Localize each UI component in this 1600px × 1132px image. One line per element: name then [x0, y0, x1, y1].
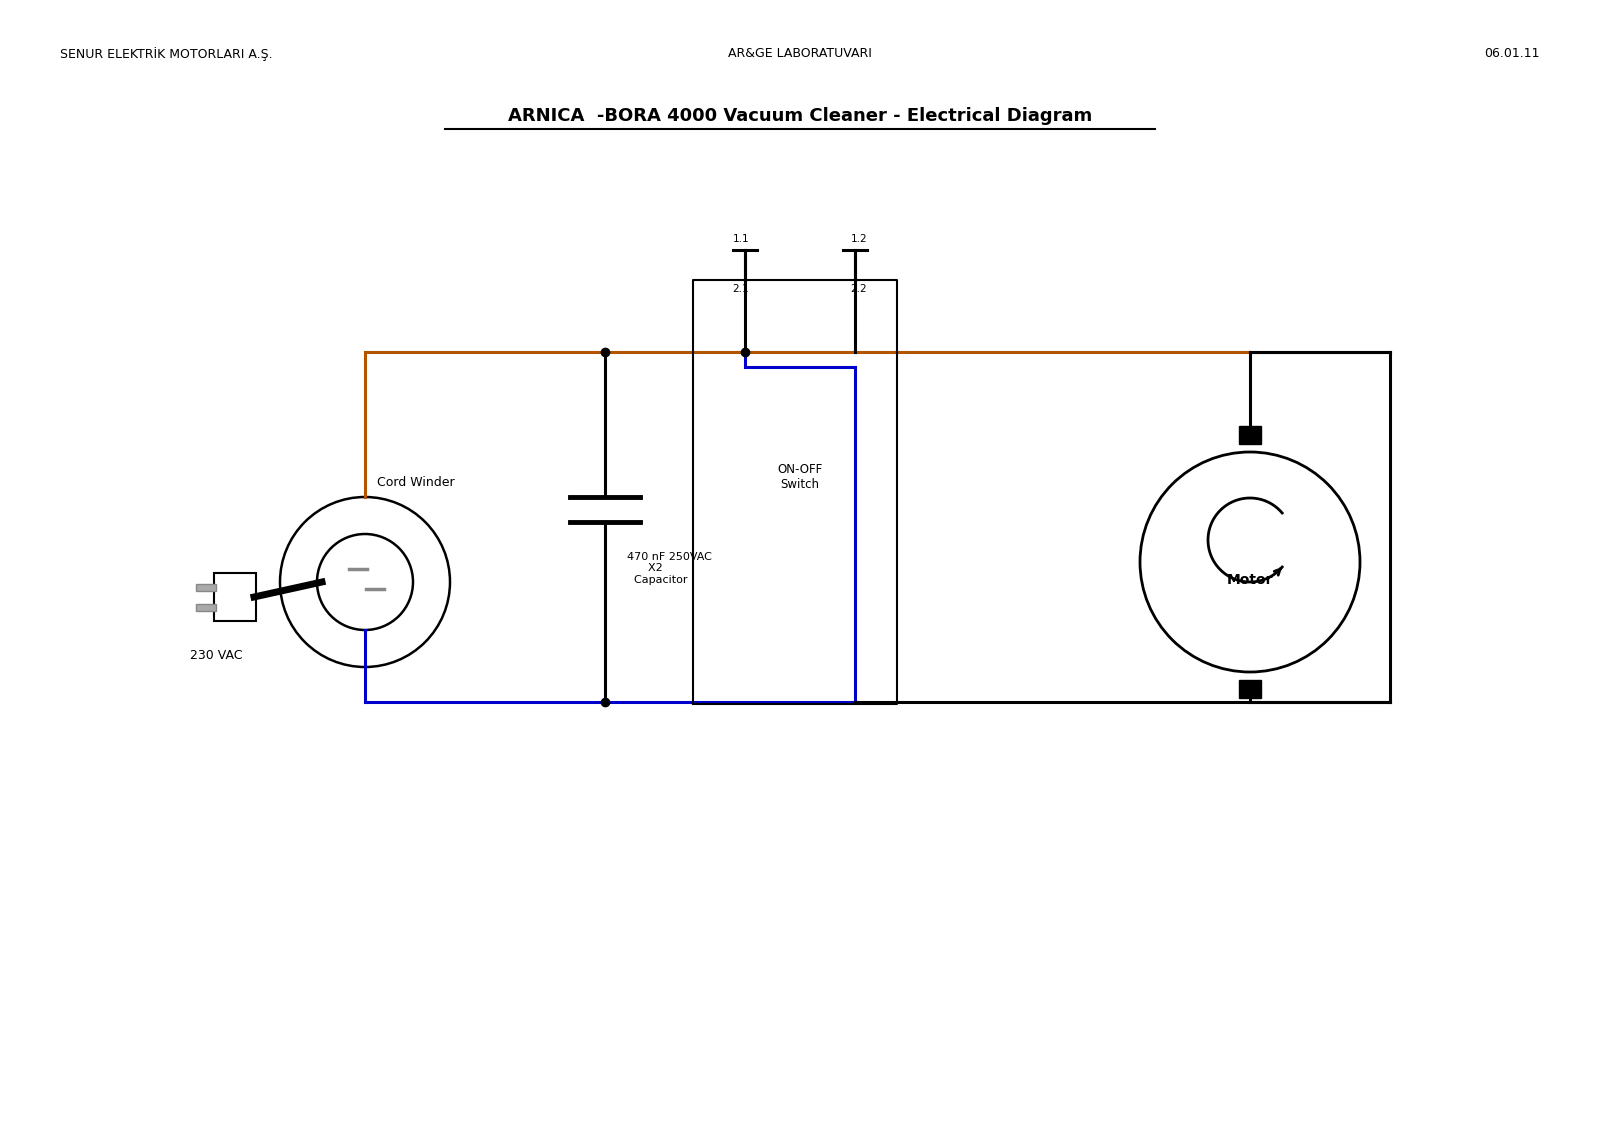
Text: ON-OFF
Switch: ON-OFF Switch: [778, 463, 822, 491]
Text: ARNICA  -BORA 4000 Vacuum Cleaner - Electrical Diagram: ARNICA -BORA 4000 Vacuum Cleaner - Elect…: [507, 108, 1093, 125]
Text: 06.01.11: 06.01.11: [1485, 48, 1539, 60]
Text: 1.2: 1.2: [851, 234, 867, 245]
Text: 230 VAC: 230 VAC: [190, 649, 243, 662]
Text: 1.1: 1.1: [733, 234, 749, 245]
Text: Cord Winder: Cord Winder: [378, 475, 454, 489]
Text: 2.1: 2.1: [733, 284, 749, 294]
FancyBboxPatch shape: [214, 573, 256, 621]
Bar: [1238, 680, 1261, 698]
Text: SENUR ELEKTRİK MOTORLARI A.Ş.: SENUR ELEKTRİK MOTORLARI A.Ş.: [61, 48, 272, 61]
Text: AR&GE LABORATUVARI: AR&GE LABORATUVARI: [728, 48, 872, 60]
Text: 470 nF 250VAC
      X2
  Capacitor: 470 nF 250VAC X2 Capacitor: [627, 551, 712, 585]
Bar: [1238, 426, 1261, 444]
Bar: [197, 583, 216, 591]
Bar: [197, 603, 216, 610]
Text: 2.2: 2.2: [851, 284, 867, 294]
Text: Motor: Motor: [1227, 573, 1274, 588]
